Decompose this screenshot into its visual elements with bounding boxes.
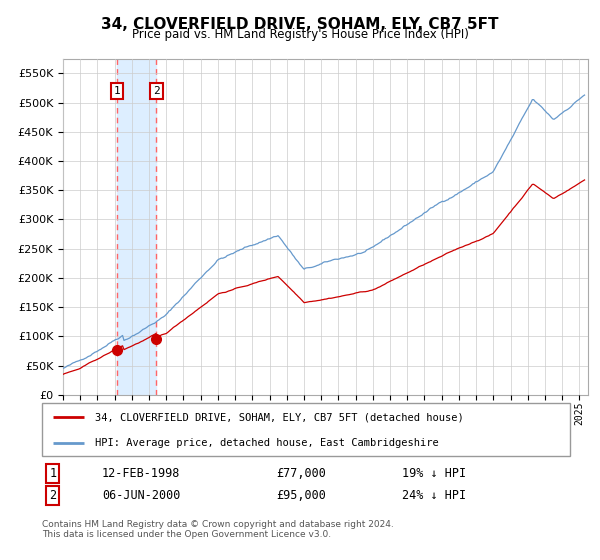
Text: £95,000: £95,000 bbox=[276, 489, 326, 502]
Text: 1: 1 bbox=[49, 466, 56, 480]
Text: Contains HM Land Registry data © Crown copyright and database right 2024.
This d: Contains HM Land Registry data © Crown c… bbox=[42, 520, 394, 539]
Text: 34, CLOVERFIELD DRIVE, SOHAM, ELY, CB7 5FT (detached house): 34, CLOVERFIELD DRIVE, SOHAM, ELY, CB7 5… bbox=[95, 412, 464, 422]
Text: 19% ↓ HPI: 19% ↓ HPI bbox=[402, 466, 466, 480]
Text: 2: 2 bbox=[49, 489, 56, 502]
Text: HPI: Average price, detached house, East Cambridgeshire: HPI: Average price, detached house, East… bbox=[95, 437, 439, 447]
Text: 06-JUN-2000: 06-JUN-2000 bbox=[102, 489, 181, 502]
Text: 24% ↓ HPI: 24% ↓ HPI bbox=[402, 489, 466, 502]
Text: £77,000: £77,000 bbox=[276, 466, 326, 480]
Text: 34, CLOVERFIELD DRIVE, SOHAM, ELY, CB7 5FT: 34, CLOVERFIELD DRIVE, SOHAM, ELY, CB7 5… bbox=[101, 17, 499, 32]
Text: 2: 2 bbox=[153, 86, 160, 96]
Text: 12-FEB-1998: 12-FEB-1998 bbox=[102, 466, 181, 480]
Bar bbox=[117, 59, 157, 395]
Text: Price paid vs. HM Land Registry's House Price Index (HPI): Price paid vs. HM Land Registry's House … bbox=[131, 28, 469, 41]
Text: 1: 1 bbox=[113, 86, 120, 96]
